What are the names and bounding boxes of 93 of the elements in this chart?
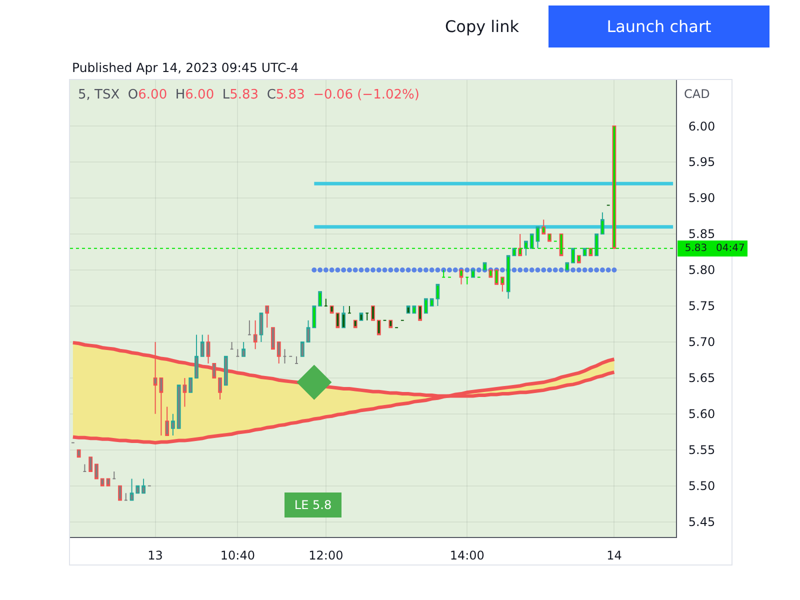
candlestick [388, 320, 393, 328]
annotation: LE 5.8 [294, 498, 332, 512]
candlestick [459, 270, 464, 285]
candlestick [265, 305, 270, 328]
candlestick [159, 377, 164, 436]
candlestick [218, 377, 222, 400]
candlestick [171, 413, 175, 436]
candlestick [542, 219, 546, 235]
candlestick [306, 320, 310, 342]
candlestick [342, 305, 346, 328]
candlestick [242, 341, 246, 357]
candlestick [82, 464, 87, 472]
candlestick [176, 384, 181, 429]
candlestick [100, 478, 104, 486]
y-tick-label: 5.95 [688, 155, 716, 170]
candlestick [124, 492, 128, 501]
candlestick [88, 456, 93, 472]
y-tick-label: 5.50 [688, 479, 716, 494]
candlestick [165, 406, 170, 436]
candlestick [200, 334, 204, 357]
y-tick-label: 5.55 [688, 443, 716, 458]
candlestick [336, 312, 340, 328]
candlestick [118, 485, 122, 501]
candlestick [212, 363, 216, 378]
candlestick [412, 305, 416, 314]
y-tick-label: 5.90 [688, 191, 716, 206]
candlestick [194, 334, 198, 378]
y-axis-title: CAD [684, 87, 710, 101]
candlestick [300, 341, 304, 357]
text: 04:47 [716, 243, 745, 254]
candlestick [230, 341, 234, 350]
ref-line-label: 5.83 [684, 243, 708, 254]
y-tick-label: 6.00 [688, 119, 716, 134]
candlestick [494, 270, 498, 285]
text: Published Apr 14, 2023 09:45 UTC-4 [72, 60, 299, 75]
candlestick [465, 276, 470, 285]
candlestick [182, 377, 187, 408]
y-tick-label: 5.60 [688, 407, 716, 422]
candlestick [500, 276, 504, 292]
candlestick [136, 485, 140, 494]
x-tick-label: 10:40 [220, 548, 255, 562]
y-tick-label: 5.45 [688, 515, 716, 530]
candlestick [259, 312, 264, 342]
candlestick [430, 298, 434, 306]
candlestick [471, 270, 475, 278]
candlestick [253, 320, 258, 350]
candlestick [312, 305, 316, 328]
candlestick [130, 478, 134, 501]
candlestick [76, 449, 81, 458]
y-tick-label: 5.65 [688, 371, 716, 386]
candlestick [224, 356, 228, 386]
x-tick-label: 14:00 [450, 548, 484, 562]
line-series [71, 357, 616, 444]
candlestick [436, 284, 440, 306]
candlestick [600, 212, 604, 235]
candlestick [576, 255, 581, 264]
x-tick-label: 14 [606, 548, 622, 562]
x-tick-label: 12:00 [308, 548, 344, 562]
candlestick [94, 464, 98, 480]
candlestick [236, 348, 240, 357]
candlestick [188, 377, 193, 393]
candlestick [206, 334, 210, 364]
chart-title: 5, TSX O6.00 H6.00 L5.83 C5.83 −0.06 (−1.02%) [78, 88, 420, 103]
candlestick [488, 270, 493, 278]
candlestick [330, 305, 334, 314]
candlestick [548, 234, 552, 242]
y-tick-label: 5.75 [688, 299, 716, 314]
candlestick [418, 305, 422, 321]
candlestick [318, 291, 322, 306]
candlestick [112, 471, 116, 480]
candlestick [348, 305, 352, 314]
candlestick [371, 305, 375, 321]
candlestick [565, 262, 570, 270]
candlestick [442, 270, 446, 278]
candlestick [424, 298, 428, 314]
candlestick [282, 348, 287, 364]
y-tick-label: 5.80 [688, 263, 716, 278]
candlestick [294, 356, 298, 364]
text: Launch chart [606, 17, 712, 36]
candlestick [353, 320, 358, 328]
candlestick [271, 327, 275, 350]
candlestick [106, 478, 110, 486]
candlestick [248, 320, 252, 336]
candlestick [276, 341, 281, 364]
y-tick-label: 5.85 [688, 227, 716, 242]
candlestick [359, 312, 364, 321]
candlestick [365, 312, 370, 321]
candlestick [376, 320, 381, 336]
text: Copy link [445, 17, 520, 36]
candlestick [324, 298, 328, 306]
candlestick [142, 478, 146, 494]
x-tick-label: 13 [148, 548, 163, 562]
y-tick-label: 5.70 [688, 335, 716, 350]
